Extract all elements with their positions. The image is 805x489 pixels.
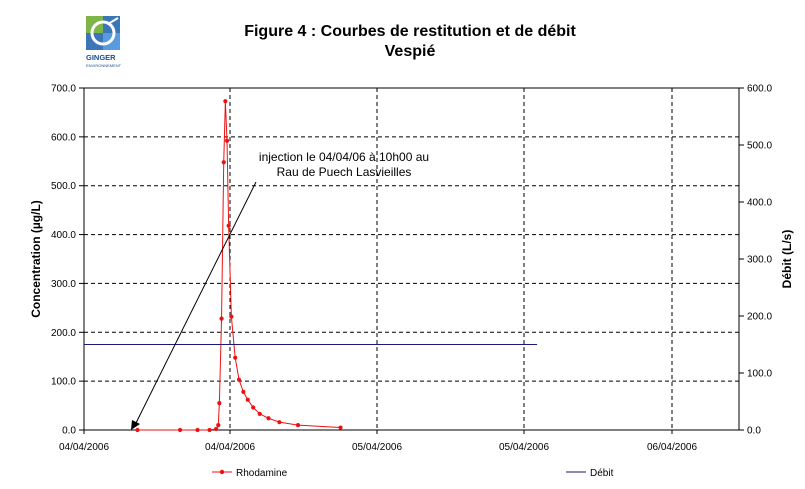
- data-point-rhodamine: [177, 427, 183, 433]
- left-tick-label: 700.0: [51, 84, 76, 95]
- data-point-rhodamine: [295, 423, 301, 428]
- data-point-rhodamine: [213, 426, 219, 432]
- legend-label-rhodamine: Rhodamine: [236, 468, 288, 479]
- data-point-rhodamine: [277, 420, 282, 425]
- x-tick-label: 05/04/2006: [499, 442, 549, 453]
- data-point-rhodamine: [226, 223, 231, 228]
- chart-title-line1: Figure 4 : Courbes de restitution et de …: [244, 23, 576, 40]
- annotation-line2: Rau de Puech Lasvieilles: [277, 165, 412, 179]
- grid-lines: [84, 88, 739, 430]
- annotation-line1: injection le 04/04/06 à 10h00 au: [259, 150, 429, 164]
- plot-frame: [83, 87, 740, 431]
- left-tick-label: 400.0: [51, 230, 76, 241]
- data-point-rhodamine: [217, 401, 222, 406]
- right-tick-label: 200.0: [747, 312, 772, 323]
- right-axis-ticks: 0.0 100.0 200.0 300.0 400.0 500.0 600.0: [739, 84, 772, 437]
- y-axis-left-label: Concentration (µg/L): [29, 200, 43, 318]
- legend-label-debit: Débit: [590, 468, 614, 479]
- data-point-rhodamine: [233, 355, 238, 360]
- x-tick-label: 04/04/2006: [205, 442, 255, 453]
- right-tick-label: 300.0: [747, 255, 772, 266]
- y-axis-right-label: Débit (L/s): [780, 230, 794, 289]
- left-tick-label: 0.0: [62, 426, 76, 437]
- injection-annotation: injection le 04/04/06 à 10h00 au Rau de …: [131, 150, 429, 430]
- left-tick-label: 200.0: [51, 328, 76, 339]
- data-point-rhodamine: [135, 427, 140, 433]
- data-point-rhodamine: [236, 377, 242, 382]
- logo-mark-icon: GINGER ENVIRONNEMENT: [86, 16, 122, 68]
- logo-subtext: ENVIRONNEMENT: [86, 63, 122, 68]
- data-point-rhodamine: [224, 138, 230, 143]
- left-tick-label: 500.0: [51, 181, 76, 192]
- right-tick-label: 0.0: [747, 426, 761, 437]
- data-point-rhodamine: [245, 397, 250, 402]
- x-tick-label: 05/04/2006: [352, 442, 402, 453]
- left-axis-ticks: 0.0 100.0 200.0 300.0 400.0 500.0 600.0 700.0: [51, 84, 84, 437]
- data-point-rhodamine: [241, 389, 246, 394]
- legend-marker-rhodamine: [219, 469, 225, 475]
- left-tick-label: 100.0: [51, 377, 76, 388]
- data-point-rhodamine: [229, 314, 234, 319]
- data-point-rhodamine: [216, 423, 221, 428]
- right-tick-label: 400.0: [747, 198, 772, 209]
- annotation-arrow-line: [134, 181, 257, 426]
- data-point-rhodamine: [207, 427, 212, 433]
- data-point-rhodamine: [257, 411, 262, 416]
- left-tick-label: 300.0: [51, 279, 76, 290]
- right-tick-label: 600.0: [747, 84, 772, 95]
- data-point-rhodamine: [223, 99, 228, 104]
- right-tick-label: 100.0: [747, 369, 772, 380]
- right-tick-label: 500.0: [747, 141, 772, 152]
- data-point-rhodamine: [251, 405, 256, 410]
- logo-text: GINGER: [86, 53, 116, 62]
- company-logo: GINGER ENVIRONNEMENT: [84, 16, 136, 70]
- x-tick-label: 04/04/2006: [59, 442, 109, 453]
- data-point-rhodamine: [195, 427, 200, 433]
- annotation-arrowhead-icon: [131, 420, 140, 430]
- data-point-rhodamine: [221, 160, 226, 165]
- series-layer: [84, 99, 538, 433]
- x-tick-label: 06/04/2006: [647, 442, 697, 453]
- data-point-rhodamine: [266, 416, 271, 421]
- data-point-rhodamine: [219, 316, 224, 321]
- x-axis-ticks: 04/04/2006 04/04/2006 05/04/2006 05/04/2006…: [59, 430, 697, 453]
- chart-title-line2: Vespié: [384, 43, 436, 60]
- data-point-rhodamine: [338, 425, 343, 430]
- chart-title: Figure 4 : Courbes de restitution et de …: [200, 22, 620, 62]
- left-tick-label: 600.0: [51, 132, 76, 143]
- legend: Rhodamine Débit: [212, 468, 614, 479]
